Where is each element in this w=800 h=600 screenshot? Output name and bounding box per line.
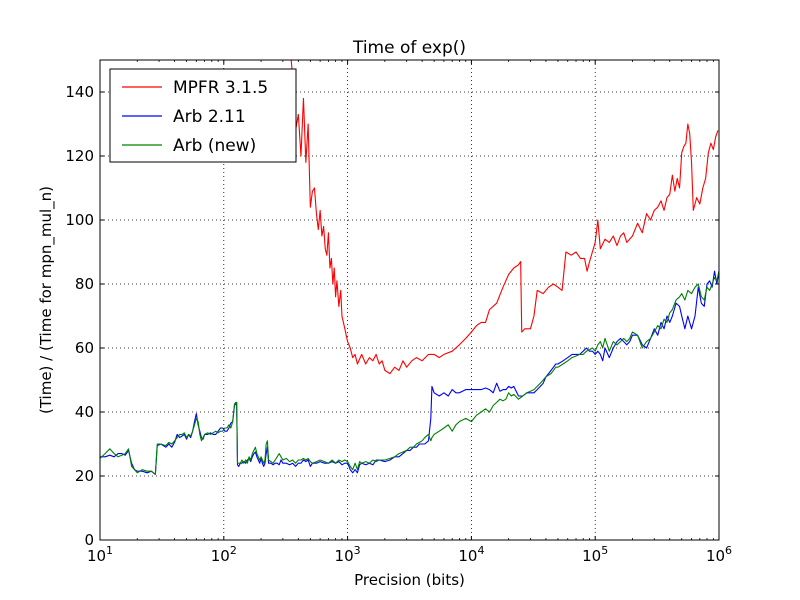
chart-title: Time of exp() (352, 38, 466, 58)
legend: MPFR 3.1.5 Arb 2.11 Arb (new) (109, 68, 297, 163)
legend-label: Arb 2.11 (173, 107, 246, 127)
series-line-1 (290, 60, 719, 375)
y-tick-label: 100 (65, 211, 94, 229)
y-tick-label: 80 (75, 275, 94, 293)
x-tick-label: 101 (87, 544, 113, 565)
x-tick-label: 104 (458, 544, 484, 565)
y-axis-label: (Time) / (Time for mpn_mul_n) (37, 186, 56, 414)
x-tick-label: 105 (582, 544, 608, 565)
x-tick-label: 102 (211, 544, 237, 565)
y-tick-label: 20 (75, 467, 94, 485)
legend-label: MPFR 3.1.5 (173, 78, 268, 98)
legend-label: Arb (new) (173, 136, 256, 156)
y-tick-label: 60 (75, 339, 94, 357)
x-tick-label: 103 (335, 544, 361, 565)
y-tick-label: 120 (65, 147, 94, 165)
plot-lines (100, 60, 719, 475)
y-tick-label: 40 (75, 403, 94, 421)
plot-frame (99, 59, 720, 541)
axes: 101 102 103 104 105 106 0 20 40 60 80 100 120 140 (65, 59, 732, 565)
y-tick-label: 140 (65, 83, 94, 101)
y-tick-label: 0 (84, 531, 94, 549)
x-tick-label: 106 (706, 544, 732, 565)
series-line-3 (100, 271, 719, 475)
x-axis-label: Precision (bits) (354, 571, 465, 589)
series-line-2 (100, 270, 719, 475)
